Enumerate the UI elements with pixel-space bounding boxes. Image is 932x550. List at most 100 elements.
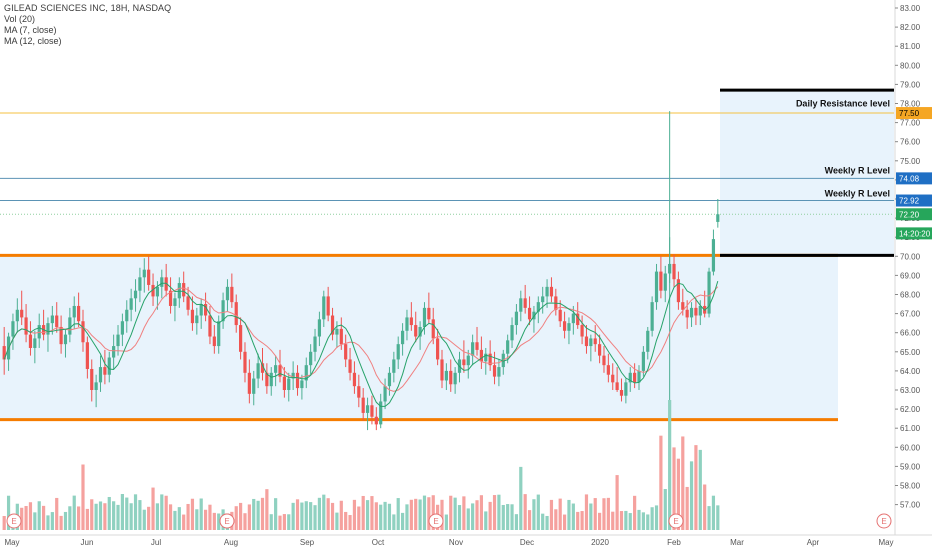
candle-body (479, 349, 483, 362)
volume-bar (409, 499, 413, 530)
candle-body (422, 307, 427, 327)
y-tick-label: 60.00 (900, 443, 921, 452)
range-box (0, 255, 838, 420)
candle-body (107, 357, 111, 375)
volume-bar (55, 497, 59, 530)
candle-body (151, 284, 155, 297)
volume-bar (190, 498, 195, 530)
volume-bar (440, 499, 444, 530)
volume-bar (422, 495, 427, 530)
volume-bar (471, 503, 475, 530)
volume-bar (405, 504, 409, 530)
chart-legend: GILEAD SCIENCES INC, 18H, NASDAQ Vol (20… (4, 3, 171, 47)
volume-bar (147, 506, 151, 530)
volume-bar (125, 497, 129, 530)
ma7-line (3, 280, 719, 407)
candle-body (558, 309, 562, 322)
x-tick-label: 2020 (591, 538, 609, 547)
volume-bar (536, 494, 540, 530)
volume-bar (120, 494, 124, 530)
volume-bar (703, 484, 707, 530)
volume-bar (488, 501, 492, 530)
candle-body (392, 359, 396, 373)
candle-body (523, 298, 527, 308)
volume-bar (6, 495, 11, 530)
candle-body (676, 279, 681, 303)
candle-body (383, 386, 387, 402)
x-tick-label: Feb (667, 538, 681, 547)
volume-bar (427, 497, 431, 530)
volume-bar (449, 495, 453, 530)
volume-bar (615, 475, 619, 530)
candle-body (663, 273, 667, 291)
x-tick-label: May (878, 538, 893, 547)
candle-body (85, 342, 89, 369)
candle-body (120, 321, 124, 335)
volume-bar (186, 503, 190, 530)
volume-bar (466, 508, 470, 530)
candle-body (365, 405, 370, 413)
volume-bar (173, 510, 177, 530)
y-tick-label: 77.00 (900, 119, 921, 128)
y-tick-label: 81.00 (900, 42, 921, 51)
candle-body (400, 330, 405, 345)
y-tick-label: 64.00 (900, 367, 921, 376)
volume-bar (589, 503, 593, 530)
volume-bar (619, 511, 624, 530)
volume-bar (624, 510, 628, 530)
volume-bar (633, 495, 637, 530)
volume-bar (554, 509, 558, 530)
candle-body (221, 300, 225, 322)
volume-bar (68, 506, 72, 530)
volume-bar (681, 436, 685, 530)
level-annotation: Weekly R Level (825, 188, 890, 198)
volume-bar (685, 486, 689, 530)
candle-body (11, 321, 15, 337)
volume-bar (571, 503, 575, 530)
candle-body (536, 302, 540, 312)
candle-body (549, 286, 554, 297)
candle-body (217, 321, 221, 347)
volume-bar (527, 510, 532, 530)
price-marker (896, 208, 932, 221)
candle-body (72, 305, 76, 318)
x-tick-label: Nov (449, 538, 463, 547)
volume-bar (716, 505, 720, 530)
candle-body (707, 271, 711, 314)
price-marker-label: 72.20 (899, 210, 920, 219)
candle-body (654, 271, 659, 303)
candle-body (103, 367, 107, 375)
earnings-marker (6, 513, 22, 529)
volume-bar (361, 495, 365, 530)
target-box (720, 90, 894, 256)
candle-body (260, 363, 265, 373)
y-tick-label: 70.00 (900, 252, 921, 261)
candle-body (357, 386, 361, 398)
candle-body (370, 405, 374, 417)
candle-body (199, 304, 203, 316)
level-annotation: Weekly R Level (825, 165, 890, 175)
candle-body (46, 323, 50, 335)
volume-bar (103, 503, 107, 530)
y-tick-label: 78.00 (900, 100, 921, 109)
candle-body (519, 298, 523, 312)
volume-bar (457, 505, 462, 530)
volume-bar (663, 489, 667, 530)
volume-bar (50, 512, 54, 530)
candle-body (510, 325, 514, 341)
volume-bar (357, 506, 361, 530)
candle-body (15, 309, 19, 322)
y-tick-label: 80.00 (900, 61, 921, 70)
candle-body (173, 298, 177, 306)
candle-body (580, 325, 584, 337)
volume-bar (698, 449, 702, 530)
volume-bar (628, 513, 632, 530)
volume-bar (63, 511, 68, 530)
volume-bar (668, 400, 672, 530)
volume-bar (317, 497, 322, 530)
candle-body (527, 307, 532, 320)
y-tick-label: 66.00 (900, 329, 921, 338)
volume-bar (365, 500, 370, 530)
volume-bar (282, 514, 286, 530)
